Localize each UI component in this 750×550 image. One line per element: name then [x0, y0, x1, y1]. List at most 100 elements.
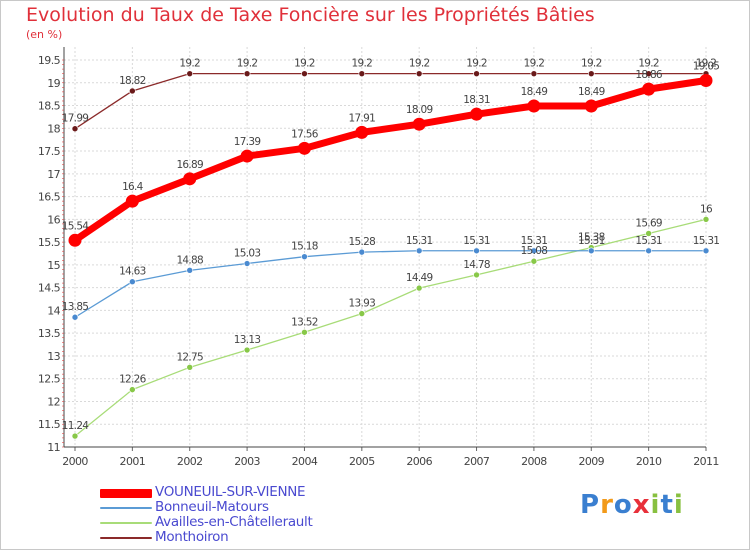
x-tick-label: 2004: [292, 455, 318, 468]
data-label-bonneuil: 15.31: [693, 235, 720, 247]
chart-title: Evolution du Taux de Taxe Foncière sur l…: [26, 4, 595, 26]
data-label-vouneuil: 16.4: [122, 181, 144, 193]
logo-letter: i: [650, 490, 661, 520]
data-point-bonneuil: [129, 278, 136, 286]
x-tick-label: 2011: [693, 455, 719, 468]
line-chart: 11 11.5 12 12.5 13 13.5 14 14.5 15 15.5 16 16.5 17 17…: [38, 47, 720, 468]
data-label-monthoiron: 19.2: [581, 58, 602, 70]
data-point-availles: [186, 364, 194, 371]
data-point-bonneuil: [645, 247, 652, 255]
legend-swatch-availles: [100, 522, 152, 524]
data-label-monthoiron: 19.2: [524, 58, 545, 70]
data-label-monthoiron: 17.99: [62, 113, 89, 125]
data-label-availles: 15.38: [578, 232, 605, 244]
data-label-vouneuil: 17.56: [291, 128, 319, 140]
data-point-vouneuil: [355, 125, 369, 139]
data-point-availles: [129, 386, 136, 393]
y-tick-label: 15: [47, 259, 60, 272]
logo-letter: P: [580, 490, 601, 520]
legend-swatch-monthoiron: [100, 537, 152, 539]
y-tick-label: 11.5: [38, 418, 61, 431]
chart-subtitle: (en %): [26, 28, 63, 41]
y-tick-label: 14: [47, 304, 60, 317]
data-point-vouneuil: [470, 107, 484, 121]
data-label-monthoiron: 18.82: [119, 75, 146, 87]
logo-letter: t: [660, 490, 674, 520]
logo-letter: i: [673, 490, 684, 520]
data-point-bonneuil: [473, 247, 480, 255]
data-label-bonneuil: 15.31: [578, 235, 605, 247]
data-point-bonneuil: [243, 260, 251, 267]
data-point-bonneuil: [358, 248, 366, 256]
data-point-bonneuil: [415, 247, 423, 255]
data-point-availles: [301, 328, 308, 336]
data-label-vouneuil: 17.39: [234, 136, 261, 148]
y-tick-label: 19.5: [38, 54, 61, 67]
data-point-availles: [702, 216, 710, 223]
data-label-monthoiron: 19.2: [409, 58, 430, 70]
y-tick-label: 14.5: [38, 282, 61, 295]
data-label-vouneuil: 19.05: [693, 60, 720, 72]
data-label-vouneuil: 18.49: [578, 86, 605, 98]
data-point-availles: [71, 432, 79, 440]
legend-label-availles: Availles-en-Châtellerault: [155, 514, 313, 530]
y-tick-label: 12.5: [38, 373, 61, 386]
x-tick-label: 2003: [234, 455, 260, 468]
y-tick-label: 13.5: [38, 327, 61, 340]
y-tick-label: 18: [47, 122, 60, 135]
series-line-vouneuil: [71, 76, 710, 244]
data-point-monthoiron: [358, 70, 366, 77]
data-label-bonneuil: 13.85: [62, 301, 89, 313]
data-point-vouneuil: [584, 99, 598, 113]
y-tick-label: 16.5: [38, 191, 61, 204]
data-label-bonneuil: 15.03: [234, 248, 261, 260]
data-label-monthoiron: 19.2: [352, 58, 373, 70]
data-label-monthoiron: 19.2: [696, 58, 717, 70]
y-tick-label: 17.5: [38, 145, 61, 158]
data-label-availles: 13.93: [349, 298, 376, 310]
data-point-vouneuil: [183, 172, 197, 186]
data-point-availles: [473, 271, 480, 279]
data-point-vouneuil: [68, 233, 82, 247]
data-label-availles: 13.52: [291, 316, 318, 328]
legend-label-bonneuil: Bonneuil-Matours: [155, 499, 269, 515]
x-tick-label: 2009: [578, 455, 604, 468]
data-point-bonneuil: [587, 247, 595, 255]
x-tick-label: 2000: [62, 455, 88, 468]
data-point-vouneuil: [125, 194, 139, 208]
data-point-availles: [243, 346, 251, 354]
data-label-availles: 14.78: [463, 259, 490, 271]
data-label-vouneuil: 16.89: [176, 159, 203, 171]
x-tick-label: 2008: [521, 455, 547, 468]
data-label-monthoiron: 19.2: [294, 58, 315, 70]
data-point-vouneuil: [412, 117, 426, 131]
data-point-vouneuil: [699, 73, 713, 87]
legend-label-monthoiron: Monthoiron: [155, 529, 229, 545]
data-label-bonneuil: 14.88: [176, 254, 203, 266]
data-point-vouneuil: [240, 149, 254, 163]
data-point-monthoiron: [530, 70, 538, 77]
data-label-availles: 15.08: [521, 245, 548, 257]
data-label-bonneuil: 15.28: [349, 236, 376, 248]
legend-swatch-vouneuil: [100, 489, 152, 498]
data-label-monthoiron: 19.2: [638, 58, 659, 70]
logo-letter: x: [632, 490, 651, 520]
data-point-monthoiron: [301, 70, 308, 77]
y-tick-label: 19: [47, 77, 60, 90]
x-tick-label: 2005: [349, 455, 375, 468]
data-point-monthoiron: [186, 70, 194, 77]
data-label-bonneuil: 15.31: [521, 235, 548, 247]
data-point-bonneuil: [530, 247, 538, 255]
y-tick-label: 13: [47, 350, 60, 363]
data-label-availles: 11.24: [62, 420, 90, 432]
data-point-monthoiron: [243, 70, 251, 77]
logo-letter: o: [613, 490, 633, 520]
x-tick-label: 2010: [636, 455, 662, 468]
data-point-bonneuil: [186, 267, 194, 274]
x-tick-label: 2002: [177, 455, 203, 468]
data-label-vouneuil: 18.09: [406, 104, 433, 116]
data-label-availles: 14.49: [406, 272, 433, 284]
x-tick-label: 2006: [406, 455, 432, 468]
data-point-monthoiron: [645, 70, 652, 77]
data-label-bonneuil: 15.31: [406, 235, 433, 247]
